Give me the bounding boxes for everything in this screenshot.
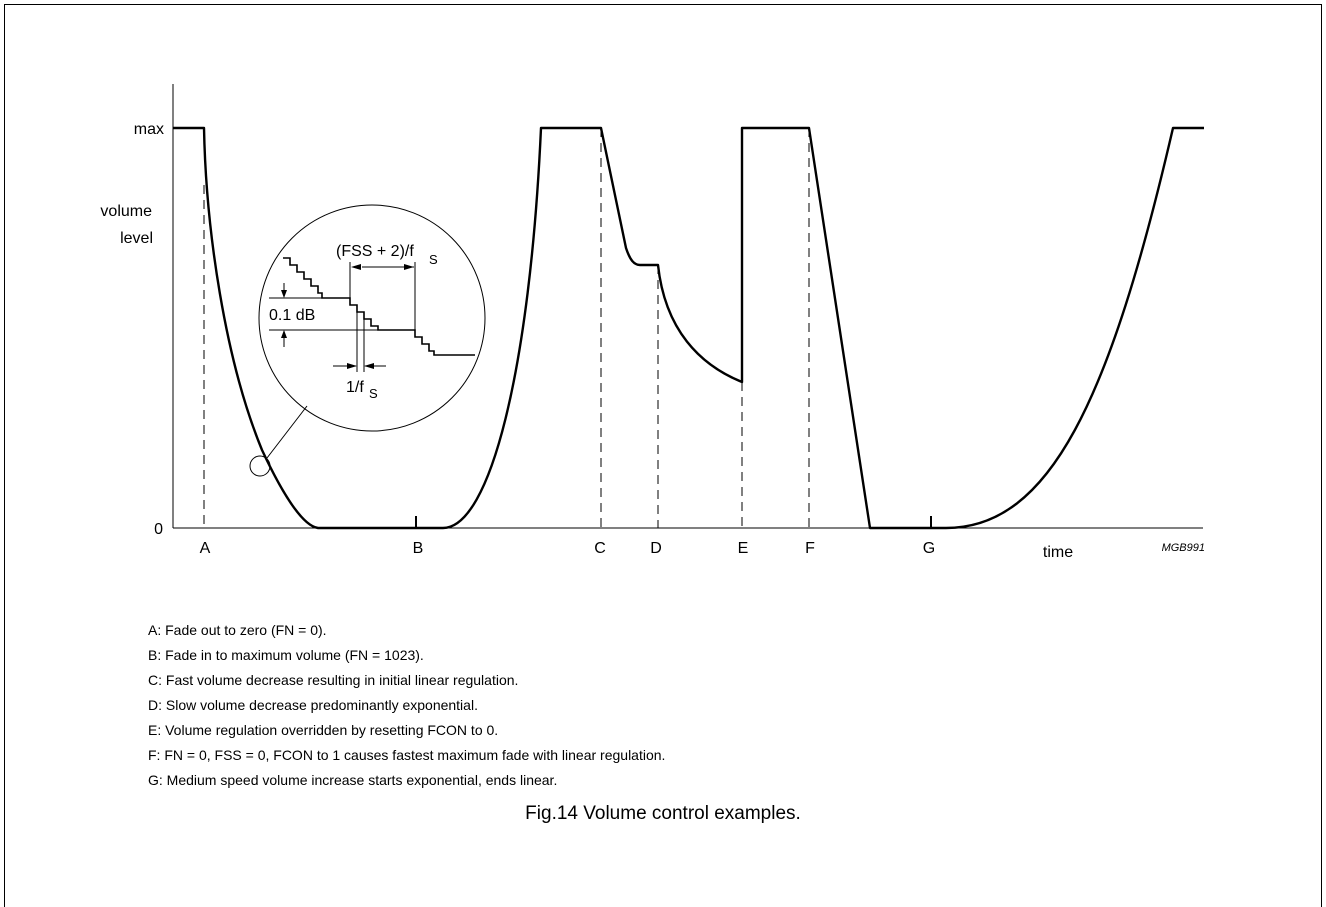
notes-list: A: Fade out to zero (FN = 0). B: Fade in… <box>148 618 665 793</box>
step-arrow-head-top <box>281 290 287 298</box>
event-label-c: C <box>594 540 606 557</box>
volume-curve <box>173 126 1204 530</box>
zoom-marker <box>249 455 271 477</box>
event-label-a: A <box>200 540 211 557</box>
inset-sample-sub: S <box>369 386 378 401</box>
event-label-e: E <box>738 540 749 557</box>
note-c: C: Fast volume decrease resulting in ini… <box>148 672 519 688</box>
note-a: A: Fade out to zero (FN = 0). <box>148 622 327 638</box>
y-label-level: level <box>120 230 153 247</box>
note-f: F: FN = 0, FSS = 0, FCON to 1 causes fas… <box>148 747 666 763</box>
inset-step-text: 0.1 dB <box>269 307 315 324</box>
note-d: D: Slow volume decrease predominantly ex… <box>148 697 478 713</box>
figure-caption: Fig.14 Volume control examples. <box>525 803 801 824</box>
sample-arrow-head-right <box>364 363 374 369</box>
note-e: E: Volume regulation overridden by reset… <box>148 722 499 738</box>
inset-circle <box>258 204 486 432</box>
event-label-b: B <box>413 540 424 557</box>
event-label-g: G <box>923 540 935 557</box>
inset-period-text: (FSS + 2)/f <box>336 243 414 260</box>
event-label-d: D <box>650 540 662 557</box>
x-axis-label: time <box>1043 544 1073 561</box>
step-arrow-head-bottom <box>281 330 287 338</box>
event-label-f: F <box>805 540 815 557</box>
y-label-zero: 0 <box>154 521 163 538</box>
period-arrow-head-right <box>404 264 414 270</box>
sample-arrow-head-left <box>347 363 357 369</box>
note-g: G: Medium speed volume increase starts e… <box>148 772 558 788</box>
zoom-connector <box>266 405 308 459</box>
y-label-max: max <box>134 121 164 138</box>
inset-period-sub: S <box>429 252 438 267</box>
y-label-volume: volume <box>100 203 152 220</box>
inset-sample-text: 1/f <box>346 379 364 396</box>
period-arrow-head-left <box>351 264 361 270</box>
note-b: B: Fade in to maximum volume (FN = 1023)… <box>148 647 424 663</box>
figure-frame <box>4 4 1322 907</box>
figure-code: MGB991 <box>1162 542 1205 554</box>
